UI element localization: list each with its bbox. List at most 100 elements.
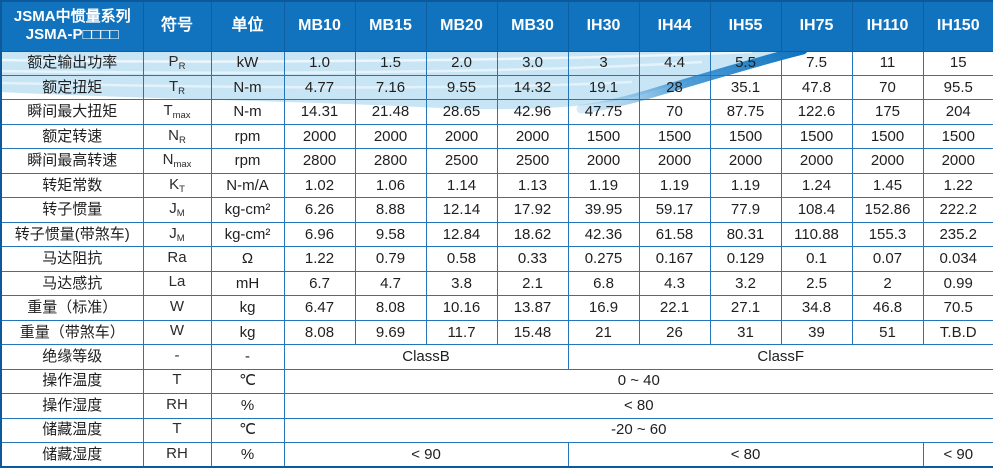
symbol-cell: NR — [142, 123, 212, 150]
value-cell: 47.75 — [567, 99, 640, 125]
value-cell: 1500 — [780, 123, 853, 150]
value-cell: 21 — [567, 319, 640, 346]
col-header-symbol: 符号 — [142, 0, 212, 52]
value-cell: 2.1 — [496, 270, 569, 297]
unit-cell: kW — [210, 50, 285, 76]
value-cell: 7.5 — [780, 50, 853, 76]
value-cell: < 90 — [283, 442, 569, 468]
value-cell: 35.1 — [709, 74, 782, 101]
value-cell: 42.36 — [567, 221, 640, 248]
symbol-subscript: max — [173, 159, 192, 171]
symbol-cell: Ra — [142, 246, 212, 272]
value-cell: 59.17 — [638, 197, 711, 223]
symbol-subscript: T — [179, 183, 185, 195]
row-label: 绝缘等级 — [0, 344, 144, 370]
value-cell: 8.88 — [354, 197, 427, 223]
value-cell: 28.65 — [425, 99, 498, 125]
value-cell: 0 ~ 40 — [283, 368, 993, 395]
value-cell: 5.5 — [709, 50, 782, 76]
value-cell: 21.48 — [354, 99, 427, 125]
value-cell: 8.08 — [354, 295, 427, 321]
spec-row: 马达阻抗 Ra Ω 1.22 0.79 0.58 0.33 0.275 0.167 0.129 0.… — [0, 246, 993, 272]
symbol-base: Ra — [167, 249, 187, 266]
row-label: 储藏温度 — [0, 417, 144, 444]
spec-row: 储藏湿度 RH% < 90 < 80 < 90 — [0, 442, 993, 468]
value-cell: 4.3 — [638, 270, 711, 297]
row-label: 重量（标准） — [0, 295, 144, 321]
symbol-cell: T — [142, 417, 212, 444]
value-cell: 2000 — [425, 123, 498, 150]
value-cell: 155.3 — [851, 221, 924, 248]
value-cell: 8.08 — [283, 319, 356, 346]
value-cell: 0.07 — [851, 246, 924, 272]
value-cell: 122.6 — [780, 99, 853, 125]
row-label: 额定扭矩 — [0, 74, 144, 101]
symbol-subscript: M — [176, 232, 185, 244]
symbol-base: - — [174, 346, 180, 364]
value-cell: 9.69 — [354, 319, 427, 346]
spec-row: 瞬间最大扭矩 Tmax N-m 14.31 21.48 28.65 42.96 47.75 70… — [0, 99, 993, 125]
symbol-subscript: max — [172, 110, 191, 122]
value-cell: 39.95 — [567, 197, 640, 223]
row-label: 操作温度 — [0, 368, 144, 395]
spec-row: 转子惯量(带煞车) JM kg-cm² 6.96 9.58 12.84 18.62 42.36… — [0, 221, 993, 248]
symbol-cell: Tmax — [142, 99, 212, 125]
symbol-cell: Nmax — [142, 148, 212, 174]
value-cell: 77.9 — [709, 197, 782, 223]
symbol-base: N — [168, 126, 179, 144]
value-cell: 1.14 — [425, 172, 498, 199]
value-cell: 11.7 — [425, 319, 498, 346]
value-cell: 2800 — [354, 148, 427, 174]
value-cell: 1500 — [709, 123, 782, 150]
value-cell: 2000 — [496, 123, 569, 150]
value-cell: 95.5 — [922, 74, 993, 101]
spec-row: 操作温度 T ℃ 0 ~ 40 — [0, 368, 993, 395]
value-cell: 1500 — [922, 123, 993, 150]
title-line1: JSMA中惯量系列 — [13, 7, 131, 25]
value-cell: 3.0 — [496, 50, 569, 76]
row-label: 操作湿度 — [0, 393, 144, 419]
value-cell: 0.034 — [922, 246, 993, 272]
value-cell: 2800 — [283, 148, 356, 174]
value-cell: 4.4 — [638, 50, 711, 76]
value-cell: 4.7 — [354, 270, 427, 297]
col-header-model-ih75: IH75 — [780, 0, 853, 52]
value-cell: 6.8 — [567, 270, 640, 297]
value-cell: 0.1 — [780, 246, 853, 272]
value-cell: 47.8 — [780, 74, 853, 101]
value-cell: 10.16 — [425, 295, 498, 321]
value-cell: 46.8 — [851, 295, 924, 321]
unit-cell: kg — [210, 295, 285, 321]
value-cell: 2500 — [425, 148, 498, 174]
symbol-base: J — [169, 200, 177, 218]
symbol-cell: T — [142, 368, 212, 395]
row-label: 额定输出功率 — [0, 50, 144, 76]
col-header-model-ih110: IH110 — [851, 0, 924, 52]
value-cell: 1.45 — [851, 172, 924, 199]
value-cell: 0.167 — [638, 246, 711, 272]
spec-row: 操作湿度 RH% < 80 — [0, 393, 993, 419]
symbol-base: J — [169, 224, 177, 242]
symbol-subscript: M — [176, 208, 185, 220]
row-label: 马达阻抗 — [0, 246, 144, 272]
unit-cell: kg-cm² — [210, 197, 285, 223]
spec-row: 额定输出功率 PR kW 1.0 1.5 2.0 3.0 3 4.4 5.5 7.5 11 15 — [0, 50, 993, 76]
symbol-base: P — [168, 53, 179, 71]
value-cell: 2 — [851, 270, 924, 297]
value-cell: 2.0 — [425, 50, 498, 76]
unit-cell: N-m — [210, 99, 285, 125]
symbol-cell: RH — [142, 393, 212, 419]
symbol-cell: TR — [142, 74, 212, 101]
spec-row: 额定转速 NR rpm 2000 2000 2000 2000 1500 1500 1500 150… — [0, 123, 993, 150]
value-cell: 27.1 — [709, 295, 782, 321]
value-cell: ClassF — [567, 344, 993, 370]
value-cell: 235.2 — [922, 221, 993, 248]
spec-row: 储藏温度 T ℃ -20 ~ 60 — [0, 417, 993, 444]
row-label: 额定转速 — [0, 123, 144, 150]
value-cell: 2000 — [780, 148, 853, 174]
symbol-base: RH — [166, 444, 188, 462]
value-cell: 1.5 — [354, 50, 427, 76]
value-cell: 152.86 — [851, 197, 924, 223]
